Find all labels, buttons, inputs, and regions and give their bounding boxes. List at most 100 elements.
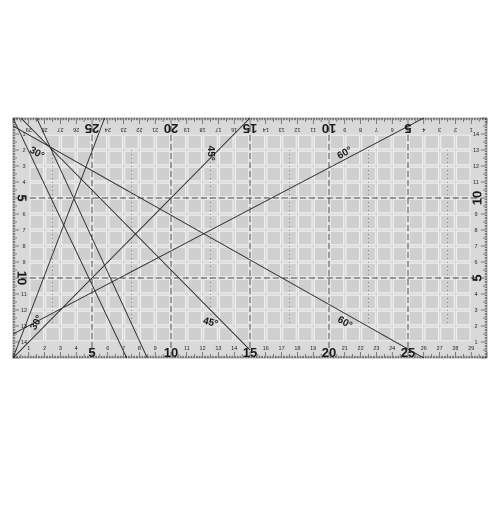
grid-square [392,230,408,246]
grid-square [140,198,155,214]
grid-square [171,294,187,310]
grid-square [234,278,250,294]
grid-square [282,326,297,342]
grid-square [313,214,329,230]
left-small-number: 7 [22,228,25,234]
top-small-number: 27 [57,126,63,132]
grid-square [219,278,234,294]
grid-square [92,182,108,198]
grid-square [76,166,92,182]
line-60-a [12,117,425,335]
grid-square [424,230,439,246]
grid-square [424,294,439,310]
grid-square [187,294,202,310]
grid-square [92,198,108,214]
grid-square [329,198,345,214]
left-small-number: 9 [22,260,25,266]
grid-square [187,326,202,342]
grid-square [219,166,234,182]
line-30-a [12,117,128,359]
grid-square [171,310,187,326]
grid-square [108,310,123,326]
grid-square [392,214,408,230]
top-small-number: 28 [42,126,48,132]
grid-square [377,182,392,198]
grid-square [266,230,281,246]
grid-square [313,278,329,294]
edge-labels: 25 20 15 10 5 5 10 15 20 25 5 10 10 5 [15,121,485,360]
grid-square [250,182,266,198]
grid-square [408,278,424,294]
bottom-small-number: 8 [138,346,141,352]
grid-square [313,150,329,166]
grid-square [424,214,439,230]
grid-square [456,214,471,230]
grid-square [329,246,345,262]
grid-square [92,310,108,326]
grid-square [392,310,408,326]
grid-square [61,278,76,294]
grid-square [108,134,123,150]
grid-square [377,310,392,326]
bottom-small-number: 26 [421,346,427,352]
grid-square [377,198,392,214]
grid-square [329,214,345,230]
grid-square [250,262,266,278]
grid-square [171,198,187,214]
grid-square [298,262,313,278]
grid-square [392,134,408,150]
top-small-number: 24 [105,126,111,132]
bottom-small-number: 2 [43,346,46,352]
grid-square [408,294,424,310]
grid-square [329,262,345,278]
right-small-number: 13 [473,148,479,154]
grid-square [392,294,408,310]
grid-square [171,166,187,182]
grid-square [234,134,250,150]
top-small-number: 2 [454,126,457,132]
grid-square [234,150,250,166]
grid-square [266,246,281,262]
grid-square [140,230,155,246]
grid-square [377,294,392,310]
right-small-number: 9 [474,212,477,218]
ruler-ticks [12,117,488,359]
grid-square [329,150,345,166]
grid-square [266,214,281,230]
left-small-number: 1 [22,132,25,138]
grid-square [298,326,313,342]
grid-square [140,150,155,166]
grid-square [377,150,392,166]
grid-square [108,262,123,278]
line-45-b [12,117,251,359]
bottom-small-number: 1 [27,346,30,352]
grid-square [424,182,439,198]
grid-square [250,150,266,166]
grid-square [234,230,250,246]
grid-square [266,262,281,278]
grid-square [345,198,360,214]
grid-square [234,246,250,262]
grid-square [187,310,202,326]
left-small-number: 14 [21,340,27,346]
grid-square [203,134,218,150]
grid-square [61,230,76,246]
grid-square [219,326,234,342]
grid-square [76,134,92,150]
grid-square [298,246,313,262]
grid-square [234,326,250,342]
grid-square [298,198,313,214]
grid-square [313,326,329,342]
grid-square [329,230,345,246]
grid-square [140,278,155,294]
top-small-number: 8 [359,126,362,132]
top-small-number: 7 [375,126,378,132]
grid-square [456,134,471,150]
grid-square [76,310,92,326]
grid-square [108,230,123,246]
grid-square [29,198,44,214]
grid-square [92,246,108,262]
grid-square [29,246,44,262]
grid-square [377,278,392,294]
grid-square [171,150,187,166]
